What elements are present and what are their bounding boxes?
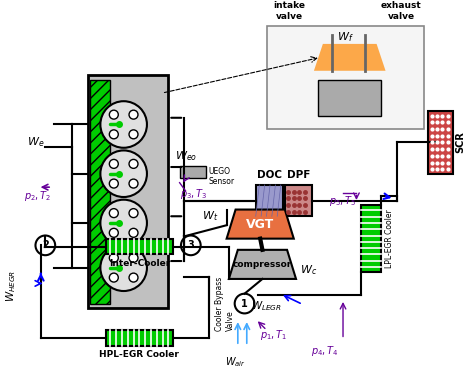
Circle shape xyxy=(100,200,147,246)
Text: UEGO
Sensor: UEGO Sensor xyxy=(209,167,235,186)
Circle shape xyxy=(36,236,55,255)
Circle shape xyxy=(129,160,138,168)
Polygon shape xyxy=(227,209,294,239)
Text: Cooler Bypass
Valve: Cooler Bypass Valve xyxy=(216,277,235,331)
Text: $p_5, T_5$: $p_5, T_5$ xyxy=(329,194,357,208)
Text: $W_{air}$: $W_{air}$ xyxy=(225,355,246,369)
Bar xyxy=(180,166,207,178)
Circle shape xyxy=(109,254,118,262)
FancyBboxPatch shape xyxy=(88,75,168,308)
Circle shape xyxy=(235,294,255,314)
Circle shape xyxy=(109,160,118,168)
Polygon shape xyxy=(314,44,385,71)
Bar xyxy=(361,205,381,272)
Text: intake
valve: intake valve xyxy=(273,1,305,21)
Bar xyxy=(428,111,453,174)
Circle shape xyxy=(181,236,201,255)
Circle shape xyxy=(109,229,118,237)
Circle shape xyxy=(109,110,118,119)
Text: 3: 3 xyxy=(187,240,194,250)
Circle shape xyxy=(129,229,138,237)
Text: $W_c$: $W_c$ xyxy=(301,263,318,277)
Text: $p_1, T_1$: $p_1, T_1$ xyxy=(260,328,288,342)
Bar xyxy=(90,80,110,303)
Text: VGT: VGT xyxy=(246,218,274,230)
Circle shape xyxy=(129,254,138,262)
Bar xyxy=(267,26,424,129)
Text: HPL-EGR Cooler: HPL-EGR Cooler xyxy=(100,350,179,359)
Text: 1: 1 xyxy=(241,299,248,308)
Circle shape xyxy=(109,130,118,139)
Text: 2: 2 xyxy=(42,240,49,250)
Text: $W_e$: $W_e$ xyxy=(27,135,45,149)
Bar xyxy=(319,80,381,115)
Text: $W_{HEGR}$: $W_{HEGR}$ xyxy=(5,269,18,302)
Text: exhaust
valve: exhaust valve xyxy=(381,1,421,21)
Text: $W_t$: $W_t$ xyxy=(202,209,219,223)
Circle shape xyxy=(129,273,138,282)
Text: compressor: compressor xyxy=(233,260,292,269)
Circle shape xyxy=(100,245,147,291)
Bar xyxy=(256,185,283,216)
Circle shape xyxy=(129,209,138,218)
Circle shape xyxy=(129,130,138,139)
Bar xyxy=(285,185,312,216)
Bar xyxy=(106,239,173,254)
Text: $p_3, T_3$: $p_3, T_3$ xyxy=(180,187,207,201)
Text: Inter-Cooler: Inter-Cooler xyxy=(109,259,170,268)
Text: $p_4, T_4$: $p_4, T_4$ xyxy=(311,344,339,358)
Circle shape xyxy=(109,179,118,188)
Text: DOC: DOC xyxy=(256,170,282,179)
Circle shape xyxy=(129,110,138,119)
Circle shape xyxy=(100,151,147,197)
Circle shape xyxy=(109,273,118,282)
Text: $W_{LEGR}$: $W_{LEGR}$ xyxy=(252,299,283,313)
Text: SCR: SCR xyxy=(455,131,465,153)
Text: $W_f$: $W_f$ xyxy=(337,30,354,44)
Text: LPL-EGR Cooler: LPL-EGR Cooler xyxy=(385,209,393,268)
Polygon shape xyxy=(229,250,296,279)
Circle shape xyxy=(100,101,147,148)
Text: $p_2, T_2$: $p_2, T_2$ xyxy=(24,189,52,203)
Text: $W_{eo}$: $W_{eo}$ xyxy=(175,149,197,163)
Circle shape xyxy=(109,209,118,218)
Text: DPF: DPF xyxy=(287,170,310,179)
Circle shape xyxy=(129,179,138,188)
Bar xyxy=(106,330,173,346)
